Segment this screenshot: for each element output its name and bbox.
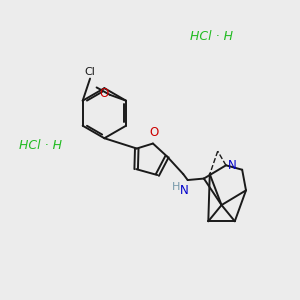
- Text: Cl: Cl: [85, 67, 95, 77]
- Text: H: H: [172, 182, 181, 192]
- Text: methoxy: methoxy: [58, 82, 94, 91]
- Text: N: N: [228, 159, 237, 172]
- Text: O: O: [150, 126, 159, 139]
- Text: O: O: [99, 87, 108, 100]
- Text: HCl · H: HCl · H: [190, 30, 233, 43]
- Text: HCl · H: HCl · H: [19, 139, 62, 152]
- Text: methoxy: methoxy: [59, 76, 96, 85]
- Text: N: N: [180, 184, 189, 197]
